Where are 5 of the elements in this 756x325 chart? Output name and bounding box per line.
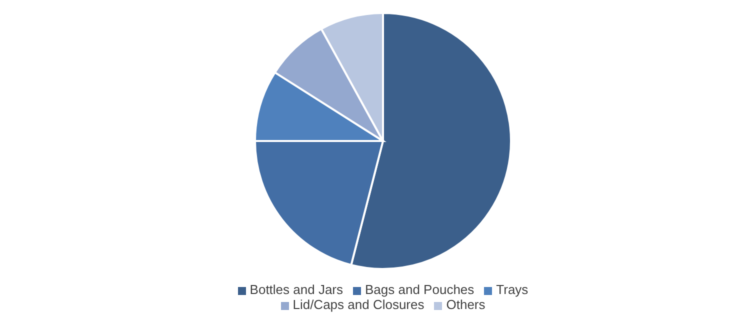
legend-label: Lid/Caps and Closures [292, 297, 424, 312]
legend-label: Others [446, 297, 486, 312]
legend-label: Trays [496, 282, 528, 297]
legend-label: Bottles and Jars [250, 282, 344, 297]
legend-label: Bags and Pouches [365, 282, 474, 297]
